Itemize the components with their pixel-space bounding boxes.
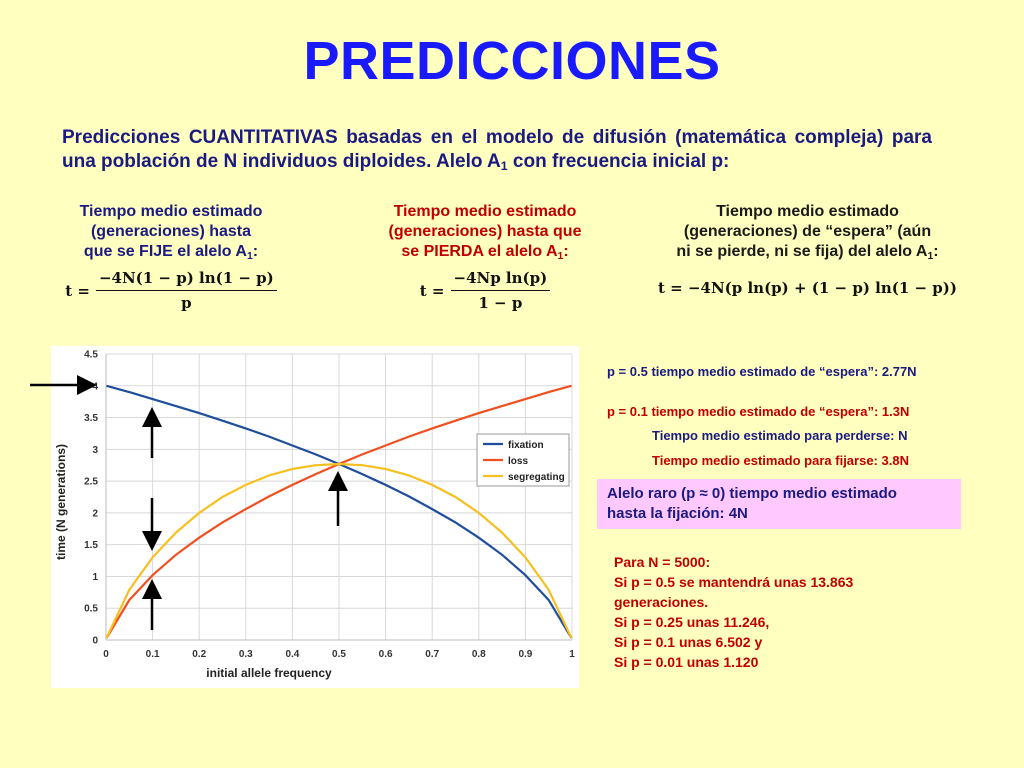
x-tick-label: 0.3 [239, 649, 253, 660]
x-tick-label: 0.4 [285, 649, 299, 660]
series-line-segregating [105, 462, 573, 639]
segregating-formula-text: t = −4N(p ln(p) + (1 − p) ln(1 − p)) [658, 279, 957, 297]
intro-main: Predicciones CUANTITATIVAS basadas en el… [62, 127, 932, 172]
legend-label-segregating: segregating [508, 472, 565, 483]
col3-sub: 1 [927, 251, 934, 262]
x-tick-label: 0.9 [518, 649, 532, 660]
rare-line1: Alelo raro (p ≈ 0) tiempo medio estimado [607, 485, 897, 502]
col1-line2: (generaciones) hasta [90, 223, 252, 240]
y-tick-label: 0.5 [84, 604, 98, 615]
x-tick-label: 1 [569, 649, 575, 660]
y-tick-label: 1.5 [84, 540, 98, 551]
x-tick-label: 0.2 [192, 649, 206, 660]
rare-line2: hasta la fijación: 4N [607, 505, 748, 522]
col1-line3: que se FIJE el alelo A1: [55, 242, 287, 262]
col3-line1: Tiempo medio estimado [716, 203, 899, 220]
x-tick-label: 0.5 [332, 649, 346, 660]
loss-formula: t = −4Np ln(p) 1 − p [365, 268, 605, 313]
rare-allele-box: Alelo raro (p ≈ 0) tiempo medio estimado… [597, 479, 961, 529]
note-loss-time: Tiempo medio estimado para perderse: N [652, 428, 908, 443]
loss-formula-lhs: t = [419, 281, 445, 300]
example-line: Para N = 5000: [614, 554, 711, 570]
intro-sub: 1 [500, 159, 508, 173]
col1-line1: Tiempo medio estimado [79, 203, 263, 220]
example-line: Si p = 0.25 unas 11.246, [614, 614, 770, 630]
col1-sub: 1 [246, 251, 253, 262]
col2-line2: (generaciones) hasta que [388, 223, 582, 240]
chart: 0 0.1 0.2 0.3 0.4 0.5 0.6 0.7 0.8 0.9 1 0 0.5 1 1.5 2 2.… [51, 346, 579, 688]
col3-line3-text: ni se pierde, ni se fija) del alelo A [676, 243, 928, 260]
y-tick-label: 3.5 [84, 413, 98, 424]
intro-text: Predicciones CUANTITATIVAS basadas en el… [62, 126, 932, 174]
col2-sub: 1 [557, 251, 564, 262]
col3-line3: ni se pierde, ni se fija) del alelo A1: [645, 242, 970, 262]
y-tick-label: 4.5 [84, 350, 98, 361]
legend-label-loss: loss [508, 456, 528, 467]
fixation-formula-denominator: p [181, 294, 192, 312]
col2-colon: : [563, 243, 569, 260]
segregating-time-block: Tiempo medio estimado (generaciones) de … [645, 202, 970, 298]
note-p05: p = 0.5 tiempo medio estimado de “espera… [607, 364, 917, 379]
intro-tail: con frecuencia inicial p: [507, 151, 730, 172]
legend-label-fixation: fixation [508, 440, 544, 451]
segregating-formula: t = −4N(p ln(p) + (1 − p) ln(1 − p)) [645, 278, 970, 298]
col2-line1: Tiempo medio estimado [393, 203, 577, 220]
fixation-formula-fraction: −4N(1 − p) ln(1 − p) p [95, 268, 277, 313]
col3-colon: : [933, 243, 939, 260]
example-line: generaciones. [614, 594, 709, 610]
col3-line2: (generaciones) de “espera” (aún [683, 223, 932, 240]
fixation-formula-numerator: −4N(1 − p) ln(1 − p) [95, 268, 277, 291]
note-fix-time: Tiempo medio estimado para fijarse: 3.8N [652, 453, 909, 468]
x-axis-label: initial allele frequency [206, 666, 332, 680]
col2-line3: se PIERDA el alelo A1: [365, 242, 605, 262]
x-tick-label: 0 [103, 649, 109, 660]
loss-formula-fraction: −4Np ln(p) 1 − p [450, 268, 551, 313]
fixation-time-block: Tiempo medio estimado (generaciones) has… [55, 202, 287, 313]
chart-svg: 0 0.1 0.2 0.3 0.4 0.5 0.6 0.7 0.8 0.9 1 0 0.5 1 1.5 2 2.… [54, 350, 575, 681]
loss-time-block: Tiempo medio estimado (generaciones) has… [365, 202, 605, 313]
x-tick-label: 0.7 [425, 649, 439, 660]
col1-line3-text: que se FIJE el alelo A [83, 243, 247, 260]
x-tick-label: 0.1 [146, 649, 160, 660]
y-tick-label: 3 [92, 445, 98, 456]
x-tick-label: 0.6 [379, 649, 393, 660]
col2-line3-text: se PIERDA el alelo A [401, 243, 558, 260]
y-tick-label: 2.5 [84, 477, 98, 488]
loss-formula-numerator: −4Np ln(p) [450, 268, 551, 291]
y-axis-label: time (N generations) [54, 444, 68, 560]
example-line: Si p = 0.5 se mantendrá unas 13.863 [614, 574, 854, 590]
examples-block: Para N = 5000: Si p = 0.5 se mantendrá u… [614, 552, 914, 672]
loss-formula-denominator: 1 − p [478, 294, 523, 312]
col1-colon: : [252, 243, 259, 260]
example-line: Si p = 0.01 unas 1.120 [614, 654, 759, 670]
y-tick-label: 4 [92, 381, 98, 392]
x-tick-label: 0.8 [472, 649, 486, 660]
page-title: PREDICCIONES [303, 31, 721, 91]
fixation-formula: t = −4N(1 − p) ln(1 − p) p [55, 268, 287, 313]
note-p01: p = 0.1 tiempo medio estimado de “espera… [607, 404, 910, 419]
y-tick-label: 1 [92, 572, 98, 583]
fixation-formula-lhs: t = [65, 281, 90, 300]
y-tick-label: 2 [92, 508, 98, 519]
y-tick-label: 0 [92, 636, 98, 647]
example-line: Si p = 0.1 unas 6.502 y [614, 634, 763, 650]
